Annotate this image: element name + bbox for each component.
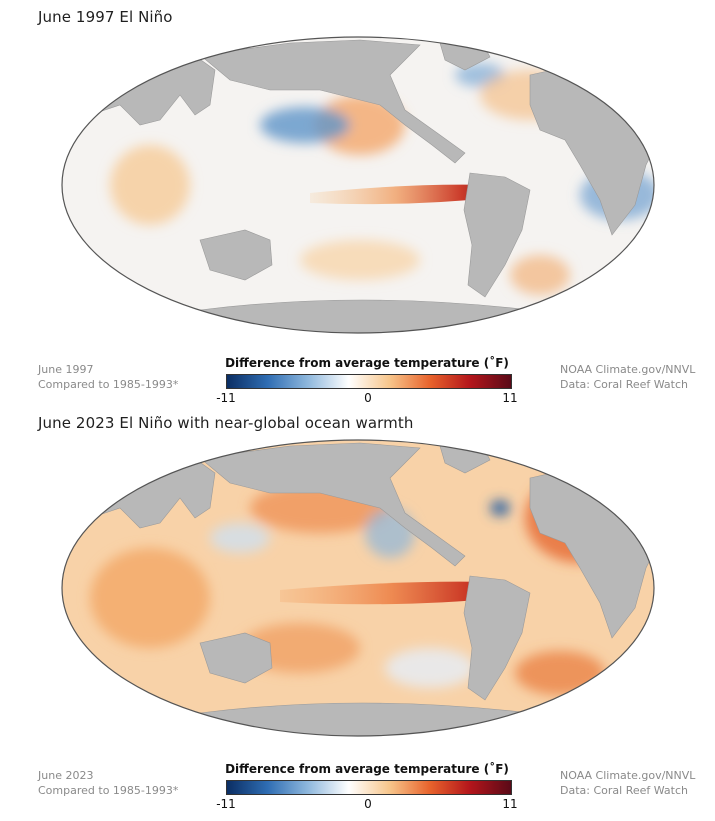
tick-label-mid: 0 (364, 797, 372, 811)
world-map-1997 (61, 36, 655, 334)
land-australia (199, 229, 273, 281)
caption-baseline: Compared to 1985-1993* (38, 784, 179, 797)
panel-1997: June 1997 El Niño (0, 0, 715, 408)
credit-data: Data: Coral Reef Watch (560, 784, 688, 797)
caption: June 2023 Compared to 1985-1993* (38, 768, 178, 798)
land-north-america (199, 442, 466, 567)
credits: NOAA Climate.gov/NNVL Data: Coral Reef W… (560, 362, 695, 392)
colorbar (226, 374, 512, 389)
caption-date: June 2023 (38, 769, 94, 782)
credits: NOAA Climate.gov/NNVL Data: Coral Reef W… (560, 768, 695, 798)
tick-label-max: 11 (502, 391, 518, 405)
tick-label-max: 11 (502, 797, 518, 811)
anomaly-cool (490, 500, 510, 516)
tick-label-min: -11 (216, 797, 236, 811)
legend-title: Difference from average temperature (˚F) (225, 356, 509, 370)
panel-title: June 1997 El Niño (38, 8, 173, 26)
colorbar (226, 780, 512, 795)
el-nino-tongue (310, 184, 500, 205)
credit-data: Data: Coral Reef Watch (560, 378, 688, 391)
anomaly-warm (515, 651, 605, 695)
anomaly-warm (110, 145, 190, 225)
color-legend: Difference from average temperature (˚F)… (212, 356, 517, 406)
caption-date: June 1997 (38, 363, 94, 376)
panel-2023: June 2023 El Niño with near-global ocean… (0, 408, 715, 821)
tick-label-mid: 0 (364, 391, 372, 405)
anomaly-cool (385, 648, 475, 688)
anomaly-warm (300, 240, 420, 280)
world-map-2023 (61, 439, 655, 737)
anomaly-warm (510, 255, 570, 295)
tick-label-min: -11 (216, 391, 236, 405)
legend-title: Difference from average temperature (˚F) (225, 762, 509, 776)
land-north-america (199, 39, 466, 164)
el-nino-tongue (280, 581, 500, 605)
land-australia (199, 632, 273, 684)
anomaly-cool (210, 523, 270, 553)
land-south-america (463, 575, 531, 701)
caption-baseline: Compared to 1985-1993* (38, 378, 179, 391)
credit-source: NOAA Climate.gov/NNVL (560, 363, 696, 376)
color-legend: Difference from average temperature (˚F)… (212, 762, 517, 812)
panel-title: June 2023 El Niño with near-global ocean… (38, 414, 414, 432)
anomaly-cool (260, 107, 350, 143)
credit-source: NOAA Climate.gov/NNVL (560, 769, 696, 782)
land-south-america (463, 172, 531, 298)
caption: June 1997 Compared to 1985-1993* (38, 362, 178, 392)
land-antarctica (199, 299, 531, 333)
anomaly-warm (90, 548, 210, 648)
land-antarctica (199, 702, 531, 736)
anomaly-warm (315, 95, 405, 155)
